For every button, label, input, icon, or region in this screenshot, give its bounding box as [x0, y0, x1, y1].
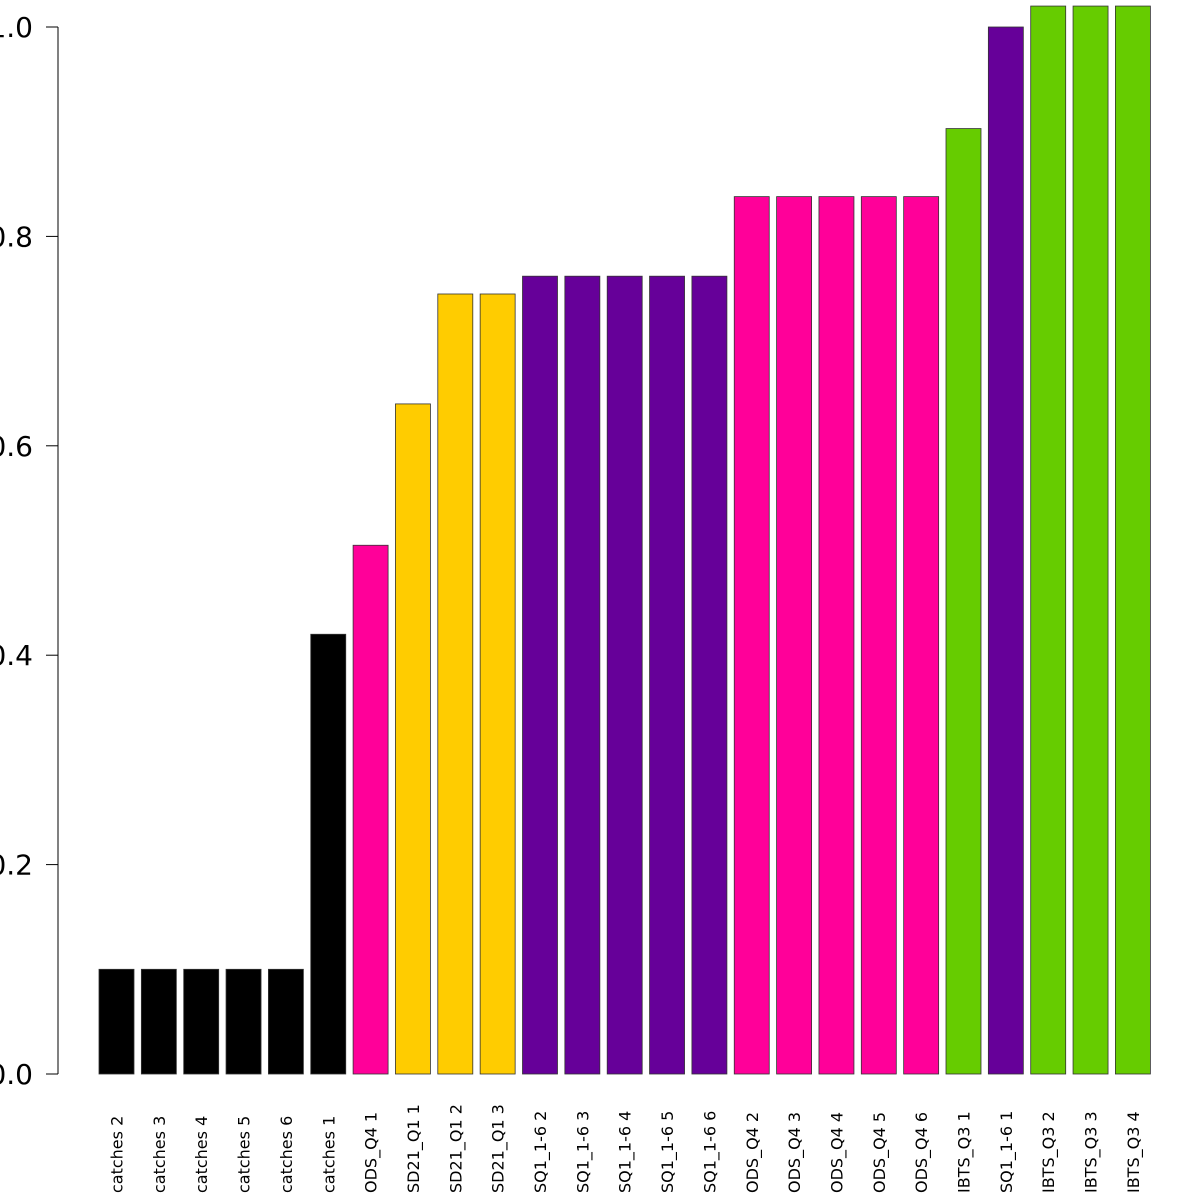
- x-category-label: IBTS_Q3 2: [1039, 1111, 1059, 1193]
- x-category-label: SQ1_1-6 6: [700, 1111, 720, 1193]
- bar: [733, 196, 770, 1075]
- bar: [310, 633, 347, 1075]
- x-category-label: IBTS_Q3 3: [1082, 1111, 1102, 1193]
- x-category-label: catches 1: [319, 1116, 338, 1193]
- x-category-label: SD21_Q1 3: [489, 1104, 509, 1193]
- y-axis: 0.0 0.2 0.4 0.6 0.8 1.0: [0, 11, 59, 1091]
- bar: [945, 128, 982, 1075]
- bar: [1030, 5, 1067, 1075]
- bar: [267, 968, 304, 1075]
- bar: [395, 403, 431, 1075]
- x-category-label: SQ1_1-6 1: [997, 1111, 1017, 1193]
- x-category-label: SD21_Q1 1: [404, 1104, 424, 1193]
- x-category-label: catches 2: [108, 1116, 127, 1193]
- y-tick-label: 0.4: [0, 639, 33, 672]
- bar: [691, 275, 728, 1075]
- x-category-label: ODS_Q4 5: [870, 1112, 890, 1193]
- bar: [437, 293, 474, 1075]
- x-category-label: SQ1_1-6 3: [573, 1111, 593, 1193]
- y-tick-label: 1.0: [0, 11, 33, 44]
- bar: [1115, 5, 1151, 1075]
- bar: [776, 196, 812, 1075]
- y-tick-label: 0.8: [0, 220, 33, 253]
- x-category-label: SQ1_1-6 4: [616, 1111, 636, 1193]
- x-category-label: ODS_Q4 6: [912, 1112, 932, 1193]
- bar: [225, 968, 262, 1075]
- x-category-label: catches 3: [150, 1116, 169, 1193]
- x-category-label: IBTS_Q3 1: [955, 1111, 975, 1193]
- x-category-label: ODS_Q4 3: [785, 1112, 805, 1193]
- x-category-label: SQ1_1-6 5: [658, 1111, 678, 1193]
- x-axis-labels: catches 2 catches 3 catches 4 catches 5 catc…: [108, 1104, 1144, 1193]
- bar: [352, 544, 389, 1075]
- bar: [479, 293, 516, 1075]
- x-category-label: catches 6: [277, 1116, 296, 1193]
- y-tick-label: 0.0: [0, 1058, 33, 1091]
- bar: [860, 196, 897, 1075]
- x-category-label: SD21_Q1 2: [446, 1104, 466, 1193]
- y-tick-label: 0.6: [0, 430, 33, 463]
- bar: [987, 26, 1024, 1075]
- x-category-label: IBTS_Q3 4: [1124, 1111, 1144, 1193]
- bar: [606, 275, 643, 1075]
- bar: [183, 968, 220, 1075]
- bar: [522, 275, 558, 1075]
- bar: [818, 196, 855, 1075]
- x-category-label: catches 4: [192, 1116, 211, 1193]
- bar: [1072, 5, 1109, 1075]
- x-category-label: SQ1_1-6 2: [531, 1111, 551, 1193]
- x-category-label: ODS_Q4 1: [362, 1112, 382, 1193]
- bar: [649, 275, 685, 1075]
- bar: [98, 968, 135, 1075]
- bar: [140, 968, 177, 1075]
- y-tick-label: 0.2: [0, 849, 33, 882]
- x-category-label: ODS_Q4 4: [827, 1112, 847, 1193]
- x-category-label: ODS_Q4 2: [743, 1112, 763, 1193]
- bar: [903, 196, 940, 1075]
- bar: [564, 275, 601, 1075]
- bars: [98, 5, 1151, 1075]
- x-category-label: catches 5: [235, 1116, 254, 1193]
